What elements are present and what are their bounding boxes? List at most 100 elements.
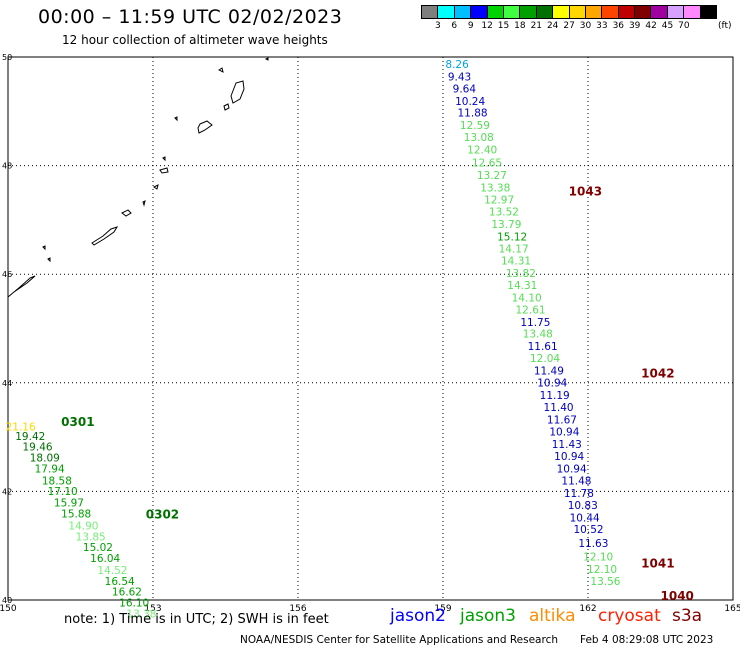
swh-observation: 12.10	[587, 564, 617, 576]
colorbar-tick-label: 27	[563, 21, 575, 31]
x-tick-label: 165	[724, 604, 740, 614]
swh-observation: 11.48	[561, 475, 591, 487]
swh-observation: 13.38	[126, 608, 156, 620]
swh-observation: 15.02	[83, 542, 113, 554]
swh-observation: 13.08	[464, 132, 494, 144]
colorbar-tick-label: 45	[661, 21, 674, 31]
pass-label: 0301	[61, 415, 94, 429]
footer-credit: NOAA/NESDIS Center for Satellite Applica…	[240, 634, 558, 646]
island-coastline	[42, 245, 46, 251]
swh-observation: 11.40	[544, 402, 574, 414]
swh-observation: 13.56	[590, 576, 620, 588]
swh-observation: 12.40	[467, 145, 497, 157]
colorbar-tick-label: 21	[530, 21, 543, 31]
swh-observation: 12.97	[484, 195, 514, 207]
swh-observation: 13.85	[76, 531, 106, 543]
legend-altika: altika	[529, 606, 576, 626]
swh-observation: 18.58	[42, 475, 72, 487]
map-frame	[7, 56, 734, 601]
swh-observation: 21.16	[6, 422, 36, 434]
colorbar-tick-label: 70	[678, 21, 690, 31]
swh-observation: 11.78	[564, 488, 594, 500]
colorbar-tick-label: 24	[546, 21, 559, 31]
colorbar-tick-label: 9	[467, 21, 474, 31]
colorbar-tick-label: 18	[514, 21, 526, 31]
swh-observation: 14.90	[68, 520, 98, 532]
swh-observation: 8.26	[445, 59, 469, 71]
swh-observation: 13.27	[477, 170, 507, 182]
island-coastline	[91, 226, 119, 246]
swh-observation: 10.24	[455, 96, 485, 108]
colorbar-tick-label: 3	[435, 21, 441, 31]
island-coastline	[230, 80, 245, 104]
swh-observation: 12.59	[460, 120, 490, 132]
pass-label: 1040	[661, 589, 694, 603]
island-coastline	[218, 67, 224, 73]
colorbar-tick-label: 33	[596, 21, 608, 31]
island-coastline	[162, 156, 166, 162]
swh-observation: 12.04	[530, 353, 560, 365]
colorbar-tick-label: 12	[481, 21, 493, 31]
footnote: note: 1) Time is in UTC; 2) SWH is in fe…	[64, 612, 329, 627]
swh-observation: 15.12	[497, 232, 527, 244]
colorbar-tick-label: 30	[579, 21, 592, 31]
footer-timestamp: Feb 4 08:29:08 UTC 2023	[580, 634, 714, 646]
swh-observation: 10.52	[574, 524, 604, 536]
y-tick-label: 40	[2, 596, 12, 605]
legend-s3a: s3a	[672, 606, 703, 626]
colorbar-unit: (ft)	[718, 21, 732, 31]
y-tick-label: 50	[2, 53, 12, 62]
swh-observation: 17.10	[48, 486, 78, 498]
x-tick-label: 156	[289, 604, 306, 614]
swh-observation: 16.54	[105, 576, 135, 588]
swh-observation: 14.31	[501, 255, 531, 267]
colorbar-tick-label: 6	[451, 21, 458, 31]
colorbar-swatch	[699, 5, 718, 19]
map-title: 00:00 – 11:59 UTC 02/02/2023	[38, 6, 343, 28]
swh-observation: 14.10	[512, 292, 542, 304]
x-tick-label: 153	[144, 604, 161, 614]
swh-observation: 13.52	[489, 207, 519, 219]
swh-observation: 12.65	[472, 158, 502, 170]
legend-jason2: jason2	[390, 606, 446, 626]
swh-observation: 11.61	[528, 341, 558, 353]
swh-observation: 12.10	[583, 551, 613, 563]
swh-observation: 10.83	[568, 500, 598, 512]
swh-observation: 18.09	[30, 453, 60, 465]
swh-observation: 16.10	[119, 598, 149, 610]
legend-cryosat: cryosat	[598, 606, 661, 626]
swh-observation: 16.04	[90, 553, 120, 565]
island-coastline	[223, 103, 230, 111]
swh-observation: 16.62	[112, 587, 142, 599]
swh-observation: 14.31	[507, 280, 537, 292]
swh-observation: 14.17	[499, 243, 529, 255]
swh-observation: 9.64	[453, 83, 477, 95]
swh-observation: 15.97	[54, 498, 84, 510]
swh-observation: 13.82	[506, 268, 536, 280]
colorbar-tick-label: 39	[628, 21, 641, 31]
island-coastline	[153, 184, 159, 190]
swh-observation: 11.63	[578, 538, 608, 550]
pass-label: 1043	[569, 184, 602, 198]
swh-observation: 10.94	[549, 426, 579, 438]
colorbar-tick-label: 15	[497, 21, 510, 31]
swh-observation: 12.61	[516, 304, 546, 316]
island-coastline	[264, 57, 269, 61]
island-coastline	[174, 116, 178, 122]
island-coastline	[197, 120, 213, 134]
y-tick-label: 44	[2, 379, 12, 388]
legend-jason3: jason3	[460, 606, 516, 626]
swh-observation: 13.48	[523, 329, 553, 341]
island-coastline	[121, 209, 132, 217]
swh-observation: 10.94	[537, 378, 567, 390]
swh-observation: 11.88	[458, 108, 488, 120]
x-tick-label: 150	[0, 604, 17, 614]
swh-observation: 19.42	[15, 431, 45, 443]
swh-observation: 11.19	[540, 390, 570, 402]
island-coastline	[159, 167, 169, 174]
pass-label: 1042	[641, 366, 674, 380]
swh-observation: 9.43	[448, 71, 471, 83]
swh-observation: 10.94	[557, 463, 587, 475]
swh-observation: 15.88	[61, 508, 91, 520]
